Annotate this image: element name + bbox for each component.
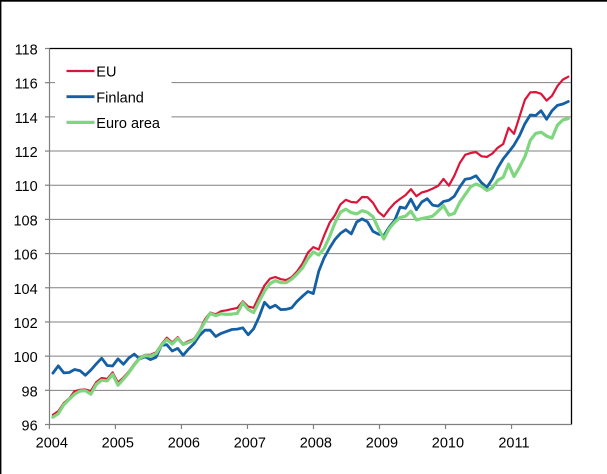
svg-text:2007: 2007 — [234, 435, 266, 451]
svg-text:104: 104 — [13, 282, 37, 298]
svg-text:100: 100 — [13, 350, 37, 366]
svg-text:118: 118 — [15, 43, 38, 59]
svg-text:110: 110 — [15, 179, 38, 195]
svg-text:2006: 2006 — [168, 435, 200, 451]
svg-text:114: 114 — [15, 111, 38, 127]
svg-text:2008: 2008 — [300, 435, 332, 451]
svg-text:96: 96 — [22, 419, 38, 435]
svg-text:2004: 2004 — [36, 435, 68, 451]
svg-text:106: 106 — [13, 248, 37, 264]
svg-text:2005: 2005 — [102, 435, 134, 451]
svg-text:Euro area: Euro area — [96, 116, 161, 132]
svg-text:2010: 2010 — [432, 435, 464, 451]
svg-text:2011: 2011 — [498, 435, 529, 451]
svg-text:112: 112 — [15, 145, 38, 161]
svg-text:98: 98 — [22, 384, 38, 400]
svg-text:102: 102 — [13, 316, 37, 332]
svg-text:Finland: Finland — [96, 90, 144, 106]
svg-text:108: 108 — [13, 213, 37, 229]
svg-text:EU: EU — [96, 65, 116, 81]
svg-text:116: 116 — [15, 77, 38, 93]
svg-text:2009: 2009 — [366, 435, 398, 451]
